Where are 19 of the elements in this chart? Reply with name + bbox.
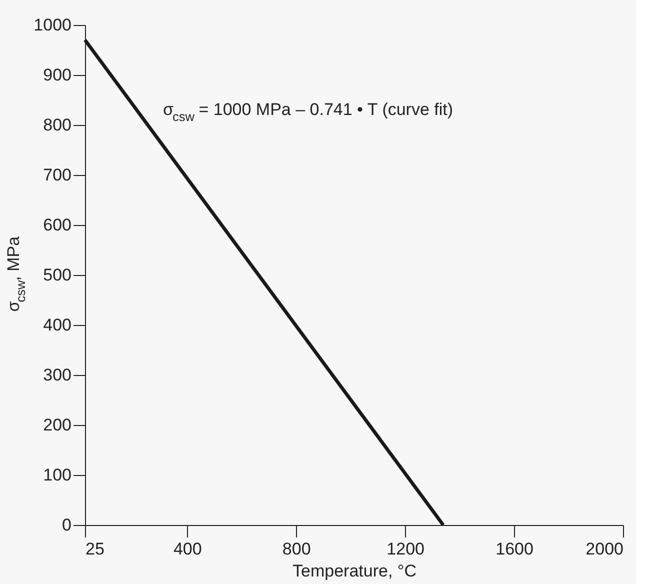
y-tick-label: 0 [62, 516, 72, 534]
y-tick-label: 400 [43, 316, 72, 334]
x-tick-label: 800 [282, 540, 311, 558]
y-tick-label: 500 [43, 266, 72, 284]
x-axis-title: Temperature, °C [292, 562, 416, 580]
x-tick-label: 1200 [386, 540, 424, 558]
y-tick-label: 700 [43, 166, 72, 184]
y-tick-label: 100 [43, 466, 72, 484]
y-tick-label: 800 [43, 116, 72, 134]
x-tick-label: 25 [86, 540, 104, 558]
y-tick-label: 300 [43, 366, 72, 384]
y-tick-label: 900 [43, 66, 72, 84]
x-tick-label: 400 [173, 540, 202, 558]
y-tick-label: 600 [43, 216, 72, 234]
y-tick-label: 1000 [34, 16, 72, 34]
x-tick-label: 2000 [586, 540, 624, 558]
y-tick-label: 200 [43, 416, 72, 434]
y-axis-title: σcsw, MPa [4, 236, 28, 312]
x-tick-label: 1600 [496, 540, 534, 558]
